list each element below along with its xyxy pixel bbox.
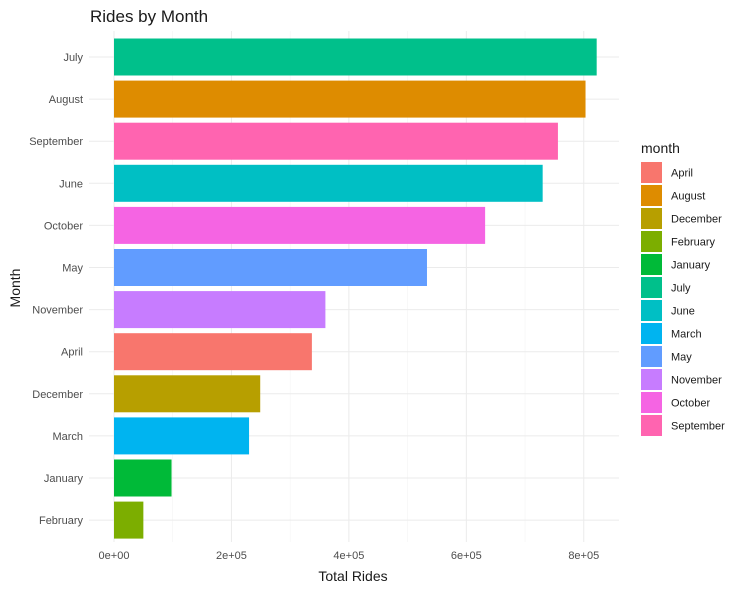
legend-label: August (671, 191, 705, 203)
y-axis-ticks: July August September June October May Novembe… (29, 52, 83, 527)
chart-title: Rides by Month (90, 7, 208, 26)
bar-june (114, 164, 543, 202)
legend-label: February (671, 237, 716, 249)
x-tick-label: 8e+05 (568, 550, 599, 562)
legend: month April August December February January… (641, 140, 725, 436)
y-tick-label: September (29, 136, 83, 148)
bar-october (114, 206, 486, 244)
legend-key-may (641, 346, 662, 367)
y-tick-label: June (59, 178, 83, 190)
legend-key-august (641, 185, 662, 206)
bar-may (114, 249, 427, 286)
legend-key-june (641, 300, 662, 321)
legend-label: September (671, 421, 725, 433)
x-axis-title: Total Rides (318, 568, 387, 584)
y-tick-label: August (49, 94, 83, 106)
legend-key-january (641, 254, 662, 275)
y-axis-title: Month (7, 269, 23, 308)
bar-august (114, 80, 586, 118)
legend-key-april (641, 162, 662, 183)
x-tick-label: 6e+05 (451, 550, 482, 562)
y-tick-label: January (44, 473, 84, 485)
legend-key-july (641, 277, 662, 298)
legend-label: October (671, 398, 710, 410)
y-tick-label: October (44, 220, 83, 232)
bar-july (114, 38, 597, 76)
legend-label: November (671, 375, 722, 387)
y-tick-label: February (39, 515, 84, 527)
bar-september (114, 122, 558, 160)
legend-key-february (641, 231, 662, 252)
legend-label: March (671, 329, 702, 341)
y-tick-label: May (62, 263, 83, 275)
legend-key-march (641, 323, 662, 344)
legend-key-november (641, 369, 662, 390)
bar-january (114, 459, 172, 497)
y-tick-label: November (32, 305, 83, 317)
x-axis-ticks: 0e+00 2e+05 4e+05 6e+05 8e+05 (99, 550, 600, 562)
legend-label: July (671, 283, 691, 295)
legend-key-december (641, 208, 662, 229)
legend-label: December (671, 214, 722, 226)
legend-label: June (671, 306, 695, 318)
y-tick-label: December (32, 389, 83, 401)
bar-february (114, 501, 144, 539)
x-tick-label: 2e+05 (216, 550, 247, 562)
x-tick-label: 4e+05 (333, 550, 364, 562)
bar-april (114, 333, 312, 371)
y-tick-label: March (52, 431, 83, 443)
x-tick-label: 0e+00 (99, 550, 130, 562)
legend-label: April (671, 168, 693, 180)
legend-title: month (641, 140, 680, 156)
bars (114, 38, 597, 539)
bar-november (114, 291, 326, 329)
y-tick-label: April (61, 347, 83, 359)
bar-december (114, 375, 261, 413)
bar-march (114, 417, 250, 455)
y-tick-label: July (63, 52, 83, 64)
legend-label: January (671, 260, 711, 272)
legend-key-september (641, 415, 662, 436)
legend-key-october (641, 392, 662, 413)
legend-label: May (671, 352, 692, 364)
